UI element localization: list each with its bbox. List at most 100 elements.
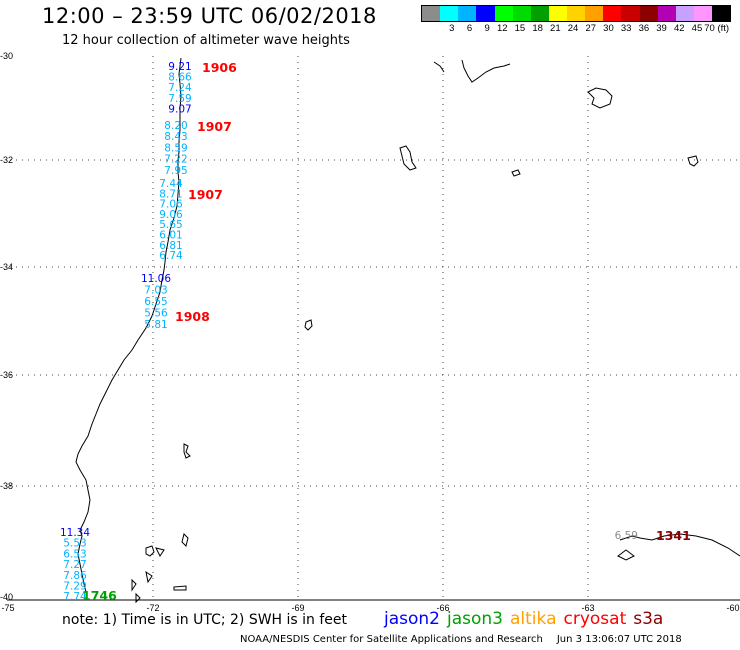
wave-height-value: 6.53 — [63, 548, 86, 560]
chart-subtitle: 12 hour collection of altimeter wave hei… — [62, 33, 350, 48]
island-east-4 — [687, 155, 699, 167]
wave-height-value: 8.20 — [164, 120, 187, 132]
wave-height-value: 7.74 — [63, 591, 87, 603]
credit-line: NOAA/NESDIS Center for Satellite Applica… — [240, 634, 682, 645]
legend-swatch — [548, 6, 567, 21]
legend-swatch — [693, 6, 712, 21]
island-robinson-crusoe — [304, 319, 313, 331]
pass-time-label: 1341 — [656, 528, 691, 543]
island-east-2 — [399, 145, 417, 171]
pass-time-label: 1746 — [82, 588, 117, 603]
legend-swatch — [621, 6, 640, 21]
lon-tick-label: -66 — [436, 603, 449, 613]
pass-time-label: 1907 — [197, 119, 232, 134]
wave-height-value: 7.24 — [168, 82, 192, 94]
legend-swatch — [639, 6, 658, 21]
satellite-jason3: jason3 — [447, 609, 503, 629]
wave-height-value: 11.34 — [60, 527, 90, 539]
legend-swatch — [712, 6, 731, 21]
axis-labels: -75 -72 -69 -66 -63 -60 -30 -32 -34 -36 -38 -40 — [0, 51, 740, 613]
pass-time-label: 1906 — [202, 60, 237, 75]
island-34 — [183, 443, 191, 459]
lat-lon-grid — [7, 56, 740, 601]
lon-tick-label: -60 — [726, 603, 739, 613]
wave-height-value: 7.59 — [168, 93, 191, 105]
legend-label: 3 — [449, 23, 455, 34]
satellite-altika: altika — [510, 609, 557, 629]
legend-label: 18 — [532, 23, 543, 34]
legend-label: 33 — [620, 23, 632, 34]
coastline — [75, 57, 740, 604]
wave-height-value: 6.59 — [615, 530, 638, 542]
satellite-legend: jason2 jason3 altika cryosat s3a — [384, 609, 670, 629]
wave-height-value: 5.53 — [63, 538, 86, 550]
legend-label: 9 — [484, 23, 490, 34]
island-chiloe-2 — [155, 547, 165, 557]
color-legend: 3 6 9 12 15 18 21 24 27 30 33 36 39 42 45 70 (ft) — [421, 5, 731, 37]
lat-tick-label: -30 — [0, 51, 13, 61]
legend-swatch — [476, 6, 495, 21]
satellite-s3a: s3a — [633, 609, 664, 629]
satellite-jason2: jason2 — [384, 609, 440, 629]
island-east-3 — [511, 169, 521, 177]
africa-coast-north — [433, 61, 445, 73]
legend-label: 42 — [673, 23, 685, 34]
wave-height-value: 6.01 — [159, 230, 182, 242]
wave-height-value: 5.81 — [144, 319, 167, 331]
wave-height-value: 9.06 — [159, 209, 183, 221]
legend-labels: 3 6 9 12 15 18 21 24 27 30 33 36 39 42 45 70 (ft) — [421, 23, 731, 34]
credit-text: NOAA/NESDIS Center for Satellite Applica… — [240, 634, 543, 645]
lat-tick-label: -32 — [0, 155, 13, 165]
pass-time-label: 1907 — [188, 187, 223, 202]
legend-swatch — [585, 6, 604, 21]
legend-swatch — [675, 6, 694, 21]
legend-label: 27 — [585, 23, 597, 34]
wave-height-value: 7.95 — [164, 165, 187, 177]
legend-label: 30 — [603, 23, 614, 34]
wave-height-value: 7.03 — [144, 285, 167, 297]
wave-height-value: 7.06 — [159, 199, 183, 211]
wave-height-value: 7.27 — [63, 559, 86, 571]
legend-label: 6 — [466, 23, 473, 34]
generated-timestamp: Jun 3 13:06:07 UTC 2018 — [556, 634, 682, 645]
lon-tick-label: -75 — [1, 603, 14, 613]
lon-tick-label: -72 — [146, 603, 159, 613]
legend-swatch — [422, 6, 441, 21]
wave-height-value: 7.29 — [63, 581, 86, 593]
wave-height-value: 8.59 — [164, 142, 187, 154]
south-africa-coast — [619, 533, 740, 557]
legend-swatch — [440, 6, 459, 21]
lat-tick-label: -36 — [0, 370, 13, 380]
footer-row: note: 1) Time is in UTC; 2) SWH is in fe… — [62, 609, 740, 629]
south-africa-cape — [617, 549, 635, 561]
island-chiloe-1 — [145, 545, 155, 557]
wave-height-value: 6.55 — [144, 296, 167, 308]
legend-swatch — [567, 6, 586, 21]
wave-height-value: 5.65 — [159, 219, 182, 231]
legend-label-spacer — [421, 23, 439, 34]
note-text: note: 1) Time is in UTC; 2) SWH is in fe… — [62, 612, 348, 628]
legend-label: 70 (ft) — [704, 23, 730, 34]
island-chiloe-4 — [145, 570, 153, 584]
wave-height-value: 9.07 — [168, 103, 191, 115]
wave-height-value: 7.22 — [164, 154, 187, 166]
legend-label: 39 — [656, 23, 667, 34]
island-chiloe-5 — [131, 578, 137, 592]
lat-tick-label: -34 — [0, 262, 13, 272]
legend-swatch — [657, 6, 676, 21]
legend-swatch — [530, 6, 549, 21]
legend-label: 45 — [691, 23, 703, 34]
south-america-coastline — [75, 57, 182, 600]
island-chiloe-7 — [135, 592, 141, 604]
wave-height-value: 8.71 — [159, 188, 182, 200]
legend-swatches — [421, 5, 731, 22]
island-chiloe-3 — [181, 533, 189, 547]
wave-height-value: 6.81 — [159, 240, 182, 252]
lon-tick-label: -63 — [581, 603, 594, 613]
legend-swatch — [494, 6, 513, 21]
africa-coast — [461, 59, 511, 83]
wave-height-value: 8.66 — [168, 72, 192, 84]
lat-tick-label: -38 — [0, 481, 13, 491]
wave-height-value: 8.43 — [164, 131, 187, 143]
